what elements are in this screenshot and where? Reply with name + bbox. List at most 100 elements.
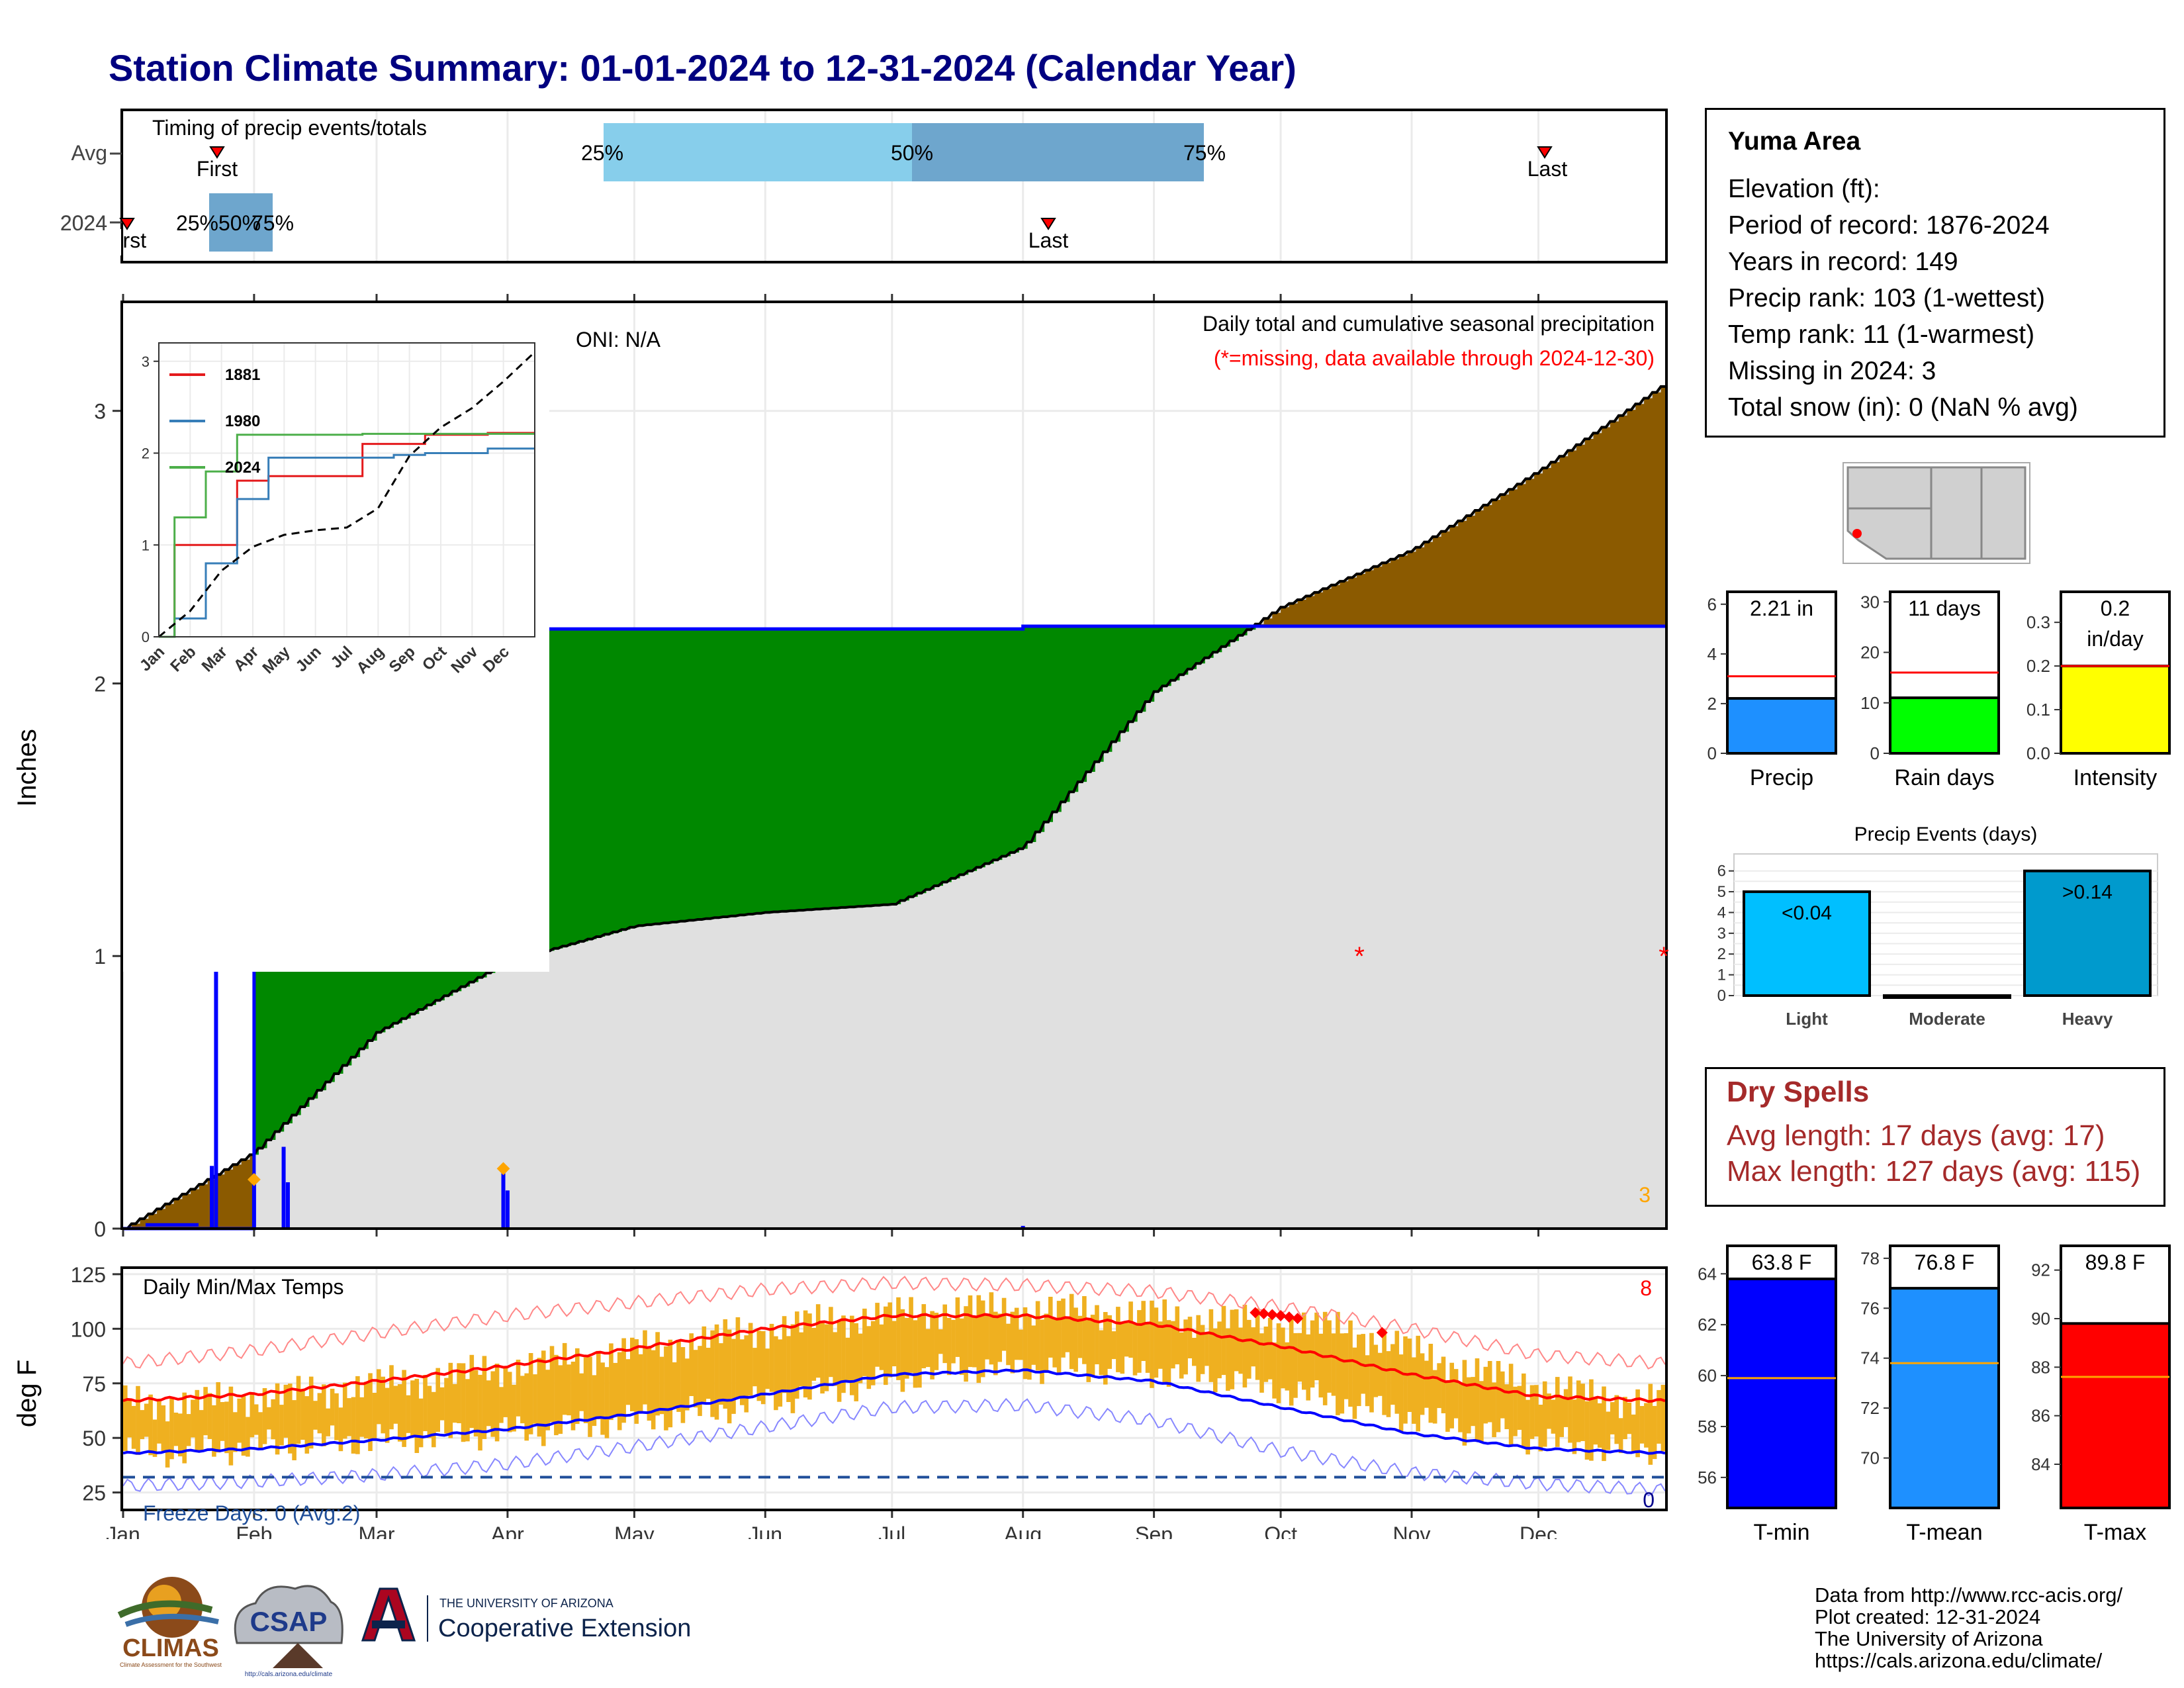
daily-temp-bar	[845, 1337, 850, 1383]
daily-temp-bar	[1226, 1328, 1230, 1391]
daily-temp-bar	[406, 1395, 411, 1433]
daily-temp-bar	[355, 1376, 360, 1454]
events-bar-light	[1743, 890, 1871, 997]
daily-temp-bar	[300, 1390, 305, 1440]
daily-temp-bar	[182, 1392, 187, 1464]
daily-temp-bar	[1589, 1379, 1594, 1461]
daily-temp-bar	[473, 1370, 478, 1436]
daily-temp-bar	[246, 1417, 250, 1457]
daily-temp-bar	[516, 1360, 521, 1417]
daily-record-marker	[496, 1162, 510, 1176]
daily-temp-bar	[267, 1407, 271, 1430]
temp-xtick-label: Jul	[878, 1523, 905, 1539]
csap-logo-url: http://cals.arizona.edu/climate	[245, 1671, 333, 1678]
daily-temp-bar	[1187, 1317, 1193, 1358]
daily-temp-bar	[1095, 1305, 1099, 1364]
daily-temp-bar	[423, 1375, 428, 1431]
daily-temp-bar	[1602, 1386, 1606, 1462]
temp-xtick-label: Mar	[358, 1523, 394, 1539]
daily-temp-bar	[1614, 1395, 1619, 1444]
mini-raindays-ytick-label: 30	[1860, 592, 1880, 612]
temp-ytick-label: 100	[71, 1317, 106, 1341]
mini-intensity-ytick-label: 0.0	[2026, 743, 2050, 763]
avg-pct25: 25%	[581, 141, 623, 165]
daily-temp-bar	[815, 1304, 821, 1378]
daily-temp-bar	[1348, 1320, 1353, 1407]
temp-panel: 25 50 75 100 125 Jan Feb Mar Apr May Jun Jul Aug Sep O…	[13, 1263, 1668, 1539]
avg-pct50: 50%	[891, 141, 933, 165]
daily-temp-bar	[169, 1397, 174, 1460]
daily-temp-bar	[486, 1380, 491, 1427]
mini-tmean-ytick-label: 70	[1860, 1448, 1880, 1468]
daily-temp-bar	[558, 1365, 563, 1434]
daily-temp-bar	[465, 1379, 470, 1442]
inset-line-average	[158, 351, 536, 638]
daily-temp-bar	[545, 1370, 550, 1430]
daily-temp-bar	[790, 1324, 796, 1413]
mini-precip-ytick-label: 2	[1707, 694, 1717, 714]
daily-temp-bar	[1336, 1311, 1340, 1415]
daily-temp-bar	[127, 1399, 132, 1438]
credits: Data from http://www.rcc-acis.org/ Plot …	[1815, 1584, 2122, 1671]
daily-temp-bar	[427, 1385, 432, 1438]
events-ytick-label: 0	[1717, 987, 1726, 1005]
daily-temp-bar	[490, 1371, 495, 1437]
daily-precip-bar	[505, 1190, 510, 1229]
daily-temp-bar	[1242, 1305, 1248, 1387]
daily-temp-bar	[769, 1323, 774, 1392]
daily-temp-bar	[1310, 1320, 1315, 1388]
daily-temp-bar	[993, 1311, 998, 1376]
daily-temp-bar	[1390, 1344, 1395, 1405]
mini-chart-rain-days: 0 10 20 30 11 days Rain days	[1860, 590, 2000, 790]
precip-frame	[120, 301, 1668, 1230]
daily-temp-bar	[1500, 1371, 1505, 1419]
daily-temp-bar	[1661, 1385, 1666, 1452]
daily-temp-bar	[1610, 1402, 1615, 1434]
daily-temp-bar	[195, 1389, 200, 1452]
y2024-pct-overlap: 25%50%	[176, 211, 261, 235]
daily-temp-bar	[723, 1319, 728, 1409]
daily-temp-bar	[469, 1354, 475, 1429]
daily-temp-bar	[478, 1374, 482, 1451]
daily-temp-bar	[651, 1350, 656, 1430]
events-ytick-label: 2	[1717, 945, 1726, 963]
daily-temp-bar	[913, 1320, 918, 1388]
record-tmin-line	[122, 1397, 1666, 1497]
avg-first-marker	[209, 146, 225, 159]
daily-temp-bar	[1276, 1323, 1281, 1403]
avg-first-label: First	[197, 157, 238, 181]
dry-spells-box: Dry Spells Avg length: 17 days (avg: 17)…	[1705, 1067, 2165, 1207]
daily-temp-bar	[1420, 1353, 1425, 1415]
dry-spells-avg: Avg length: 17 days (avg: 17)	[1727, 1119, 2105, 1152]
daily-temp-bar	[1251, 1327, 1255, 1367]
csap-logo: CSAP http://cals.arizona.edu/climate	[234, 1585, 343, 1678]
daily-temp-bar	[1623, 1397, 1627, 1440]
credit-plot-date: Plot created: 12-31-2024	[1815, 1605, 2041, 1628]
daily-temp-bar	[372, 1393, 377, 1440]
daily-temp-bar	[1467, 1377, 1471, 1434]
inset-ytick-label: 0	[142, 629, 150, 645]
daily-temp-bar	[203, 1387, 208, 1436]
daily-temp-bar	[1331, 1333, 1336, 1396]
daily-temp-bar	[740, 1339, 745, 1405]
daily-temp-bar	[1090, 1315, 1095, 1378]
daily-temp-bar	[1179, 1332, 1184, 1379]
daily-temp-bar	[1111, 1331, 1116, 1360]
daily-temp-bar	[186, 1414, 191, 1446]
daily-temp-bar	[1458, 1383, 1463, 1432]
daily-temp-bar	[1056, 1301, 1062, 1374]
daily-temp-bar	[820, 1321, 825, 1394]
daily-temp-bar	[1343, 1333, 1349, 1399]
daily-temp-bar	[199, 1410, 204, 1452]
daily-temp-bar	[1424, 1360, 1429, 1408]
temp-xtick-label: Aug	[1004, 1523, 1042, 1539]
daily-temp-bar	[1652, 1405, 1657, 1460]
mini-tmax-value-label: 89.8 F	[2085, 1250, 2146, 1274]
mini-precip-ytick-label: 4	[1707, 644, 1717, 664]
daily-temp-bar	[1238, 1327, 1243, 1374]
mini-intensity-bar	[2060, 665, 2171, 755]
daily-temp-bar	[693, 1350, 698, 1408]
daily-temp-bar	[870, 1321, 876, 1385]
daily-temp-bar	[1196, 1315, 1201, 1382]
daily-temp-bar	[1580, 1383, 1585, 1441]
